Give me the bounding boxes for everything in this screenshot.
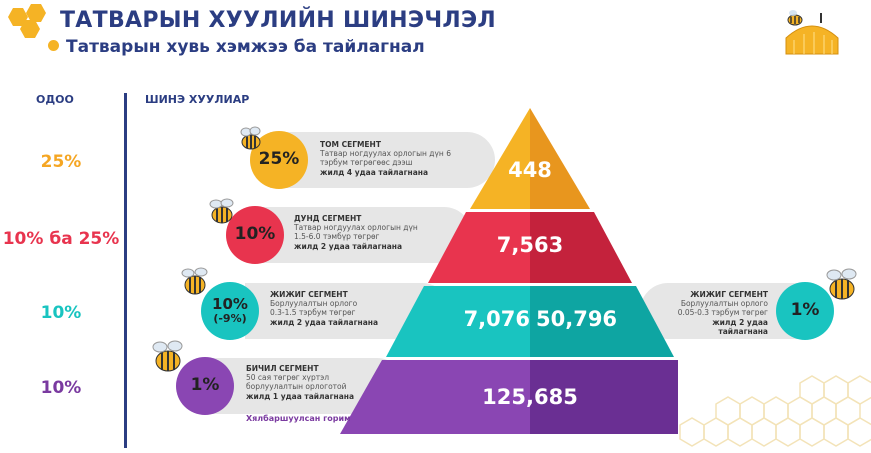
micro-segment-info: БИЧИЛ СЕГМЕНТ 50 сая төгрөг хүртэл борлу… [246, 364, 355, 401]
bee-icon [826, 268, 857, 300]
current-rate-medium: 10% ба 25% [2, 229, 120, 249]
new-law-column-header: ШИНЭ ХУУЛИАР [145, 93, 250, 106]
page-title: ТАТВАРЫН ХУУЛИЙН ШИНЭЧЛЭЛ [60, 8, 496, 33]
current-rate-large: 25% [40, 152, 82, 172]
honeycomb-background [679, 375, 871, 447]
segment-pyramid [340, 108, 678, 434]
pyramid-top-left [470, 108, 530, 209]
segment-info-pill [262, 207, 472, 263]
pyramid-medium-left [428, 212, 530, 283]
yurt-logo-icon [785, 10, 839, 55]
medium-segment-rate: 10% [226, 206, 284, 264]
simplified-regime-label: Хялбаршуулсан горим [246, 414, 351, 423]
current-rate-micro: 10% [40, 378, 82, 398]
pyramid-medium-right [530, 212, 632, 283]
medium-segment-count: 7,563 [496, 233, 564, 257]
micro-segment-rate: 1% [176, 357, 234, 415]
pyramid-small-left [386, 286, 530, 357]
large-segment-info: ТОМ СЕГМЕНТ Татвар ногдуулах орлогын дүн… [320, 140, 451, 177]
bee-icon [209, 198, 234, 224]
honeycomb-icon [20, 20, 40, 38]
honeycomb-icon [8, 8, 28, 26]
bullet-icon [48, 40, 59, 51]
medium-segment-info: ДУНД СЕГМЕНТ Татвар ногдуулах орлогын дү… [294, 214, 418, 251]
large-rate-inner: 25% [254, 135, 304, 185]
small-segment-rate-right: 1% [776, 282, 834, 340]
pyramid-micro-right [530, 360, 678, 434]
page-subtitle: Татварын хувь хэмжээ ба тайлагнал [48, 37, 425, 57]
current-rate-small: 10% [40, 303, 82, 323]
small-segment-count-right: 50,796 [536, 307, 618, 331]
current-column-header: ОДОО [36, 93, 74, 106]
divider-line [124, 93, 127, 448]
pyramid-small-right [530, 286, 674, 357]
large-segment-count: 448 [508, 158, 552, 182]
bee-icon [181, 267, 208, 295]
pyramid-micro-left [340, 360, 530, 434]
bee-icon [240, 126, 261, 150]
honeycomb-icon [26, 4, 46, 22]
small-segment-rate: 10% (-9%) [201, 282, 259, 340]
small-segment-count: 7,076 [463, 307, 530, 331]
right-small-segment-info: ЖИЖИГ СЕГМЕНТ Борлуулалтын орлого 0.05-0… [677, 290, 768, 336]
micro-segment-count: 125,685 [482, 385, 578, 409]
pyramid-top-right [530, 108, 590, 209]
small-segment-info: ЖИЖИГ СЕГМЕНТ Борлуулалтын орлого 0.3-1.… [270, 290, 379, 327]
bee-icon [152, 340, 183, 372]
